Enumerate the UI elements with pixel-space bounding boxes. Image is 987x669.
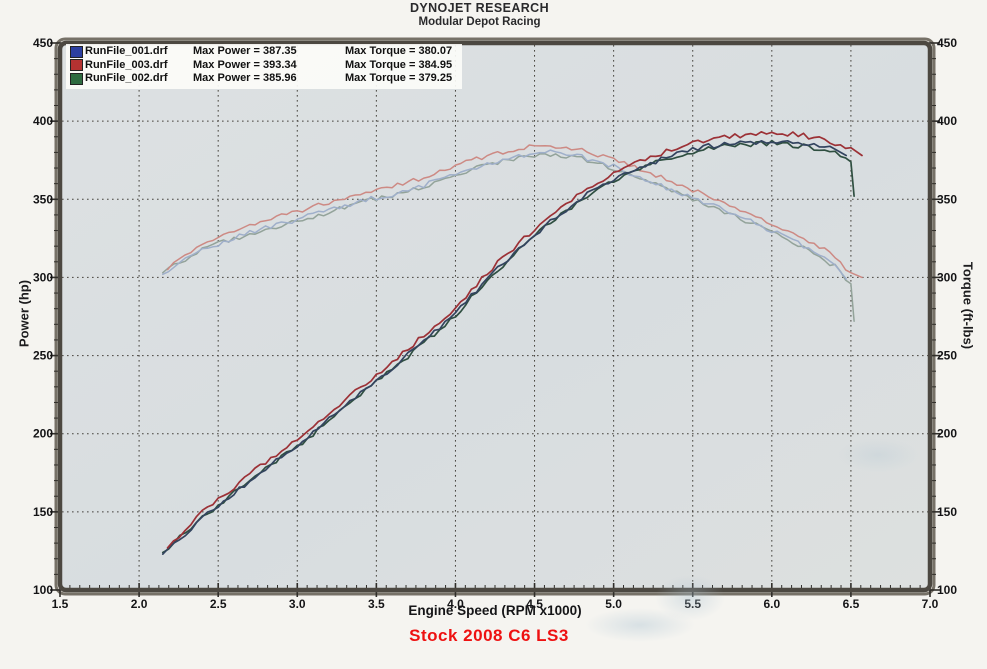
legend-swatch-blue [70,45,83,58]
svg-text:6.0: 6.0 [763,597,780,611]
svg-text:1.5: 1.5 [52,597,69,611]
legend-run-file: RunFile_002.drf [85,72,168,84]
svg-text:4.5: 4.5 [526,597,543,611]
chart-legend: RunFile_001.drf Max Power = 387.35 Max T… [66,44,463,89]
right-axis-title: Torque (ft-lbs) [960,261,976,350]
legend-swatch-red [70,59,83,72]
legend-max-power: Max Power = 385.96 [193,72,297,84]
legend-max-torque: Max Torque = 384.95 [345,58,453,71]
svg-text:3.0: 3.0 [289,597,306,611]
report-subtitle: Modular Depot Racing [418,16,541,28]
svg-text:200: 200 [937,427,957,441]
svg-text:100: 100 [937,583,957,597]
svg-text:100: 100 [33,583,53,597]
svg-text:4.0: 4.0 [447,597,464,611]
svg-text:350: 350 [937,192,957,206]
svg-text:200: 200 [33,427,53,441]
svg-text:250: 250 [33,349,53,363]
legend-row-run3: RunFile_003.drf Max Power = 393.34 Max T… [70,59,452,73]
legend-max-torque: Max Torque = 379.25 [345,72,453,84]
report-header: DYNOJET RESEARCH Modular Depot Racing [0,1,959,28]
svg-text:400: 400 [33,114,53,128]
svg-text:5.0: 5.0 [605,597,622,611]
svg-text:6.5: 6.5 [843,597,860,611]
svg-text:2.0: 2.0 [131,597,148,611]
svg-text:450: 450 [33,36,53,50]
vehicle-caption: Stock 2008 C6 LS3 [409,626,569,645]
svg-text:350: 350 [33,192,53,206]
legend-run-file: RunFile_001.drf [85,45,168,57]
svg-text:150: 150 [937,505,957,519]
svg-text:450: 450 [937,36,957,50]
svg-text:300: 300 [33,270,53,284]
svg-text:250: 250 [937,349,957,363]
legend-run-file: RunFile_003.drf [85,58,168,71]
svg-text:3.5: 3.5 [368,597,385,611]
svg-text:400: 400 [937,114,957,128]
svg-text:5.5: 5.5 [684,597,701,611]
report-title: DYNOJET RESEARCH [409,1,550,15]
svg-text:150: 150 [33,505,53,519]
svg-text:7.0: 7.0 [922,597,939,611]
x-axis-title: Engine Speed (RPM x1000) [408,603,582,618]
legend-max-torque: Max Torque = 380.07 [345,45,453,57]
legend-max-power: Max Power = 393.34 [193,58,297,71]
svg-text:2.5: 2.5 [210,597,227,611]
legend-row-run2: RunFile_002.drf Max Power = 385.96 Max T… [70,72,452,86]
legend-row-run1: RunFile_001.drf Max Power = 387.35 Max T… [70,45,452,59]
legend-max-power: Max Power = 387.35 [193,45,297,57]
svg-text:300: 300 [937,270,957,284]
legend-swatch-green [70,72,83,85]
left-axis-title: Power (hp) [16,279,32,348]
